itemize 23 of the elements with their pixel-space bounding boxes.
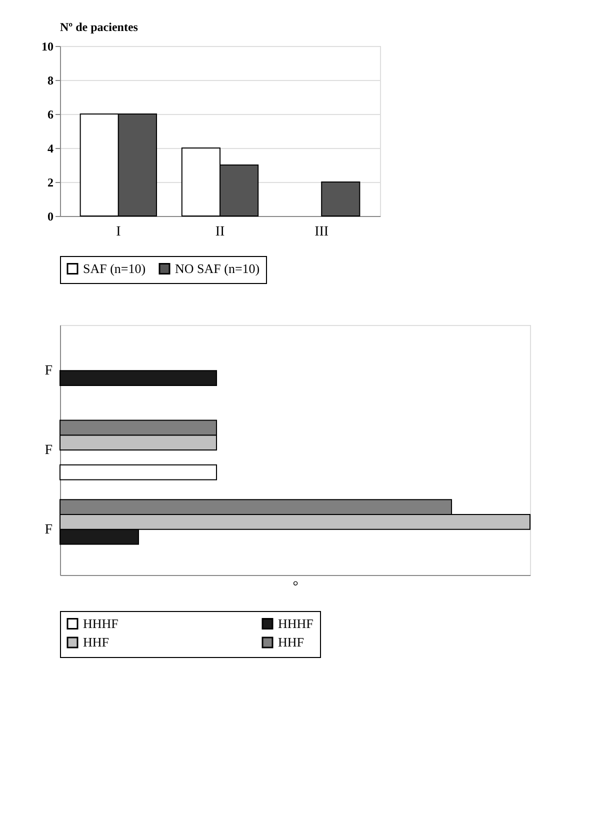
y-tick-label: 2 (48, 176, 54, 190)
legend-label: HHHF (83, 616, 118, 631)
legend-label: HHF (83, 634, 110, 650)
y-tick-label: F (44, 443, 53, 458)
y-tick-label: F (44, 364, 53, 379)
legend-label: HHHF (278, 616, 314, 631)
legend-label: HHF (278, 634, 304, 650)
x-tick-label: I (116, 224, 122, 240)
x-tick-label: III (314, 224, 329, 240)
y-tick-label: F (44, 522, 53, 538)
y-tick-label: 4 (48, 142, 54, 156)
y-tick-label: 10 (42, 40, 54, 54)
y-tick-label: 8 (48, 74, 54, 88)
bar (60, 370, 218, 386)
x-axis-title: ° (292, 580, 298, 594)
legend-label: NO SAF (n=10) (175, 260, 260, 276)
legend-label: SAF (n=10) (83, 260, 146, 276)
bar (60, 464, 218, 480)
bar (321, 182, 360, 216)
x-tick-label: II (215, 224, 225, 240)
y-tick-label: 0 (48, 210, 54, 224)
y-tick-label: 6 (48, 108, 54, 122)
y-axis-title: Nº de pacientes (60, 20, 138, 34)
